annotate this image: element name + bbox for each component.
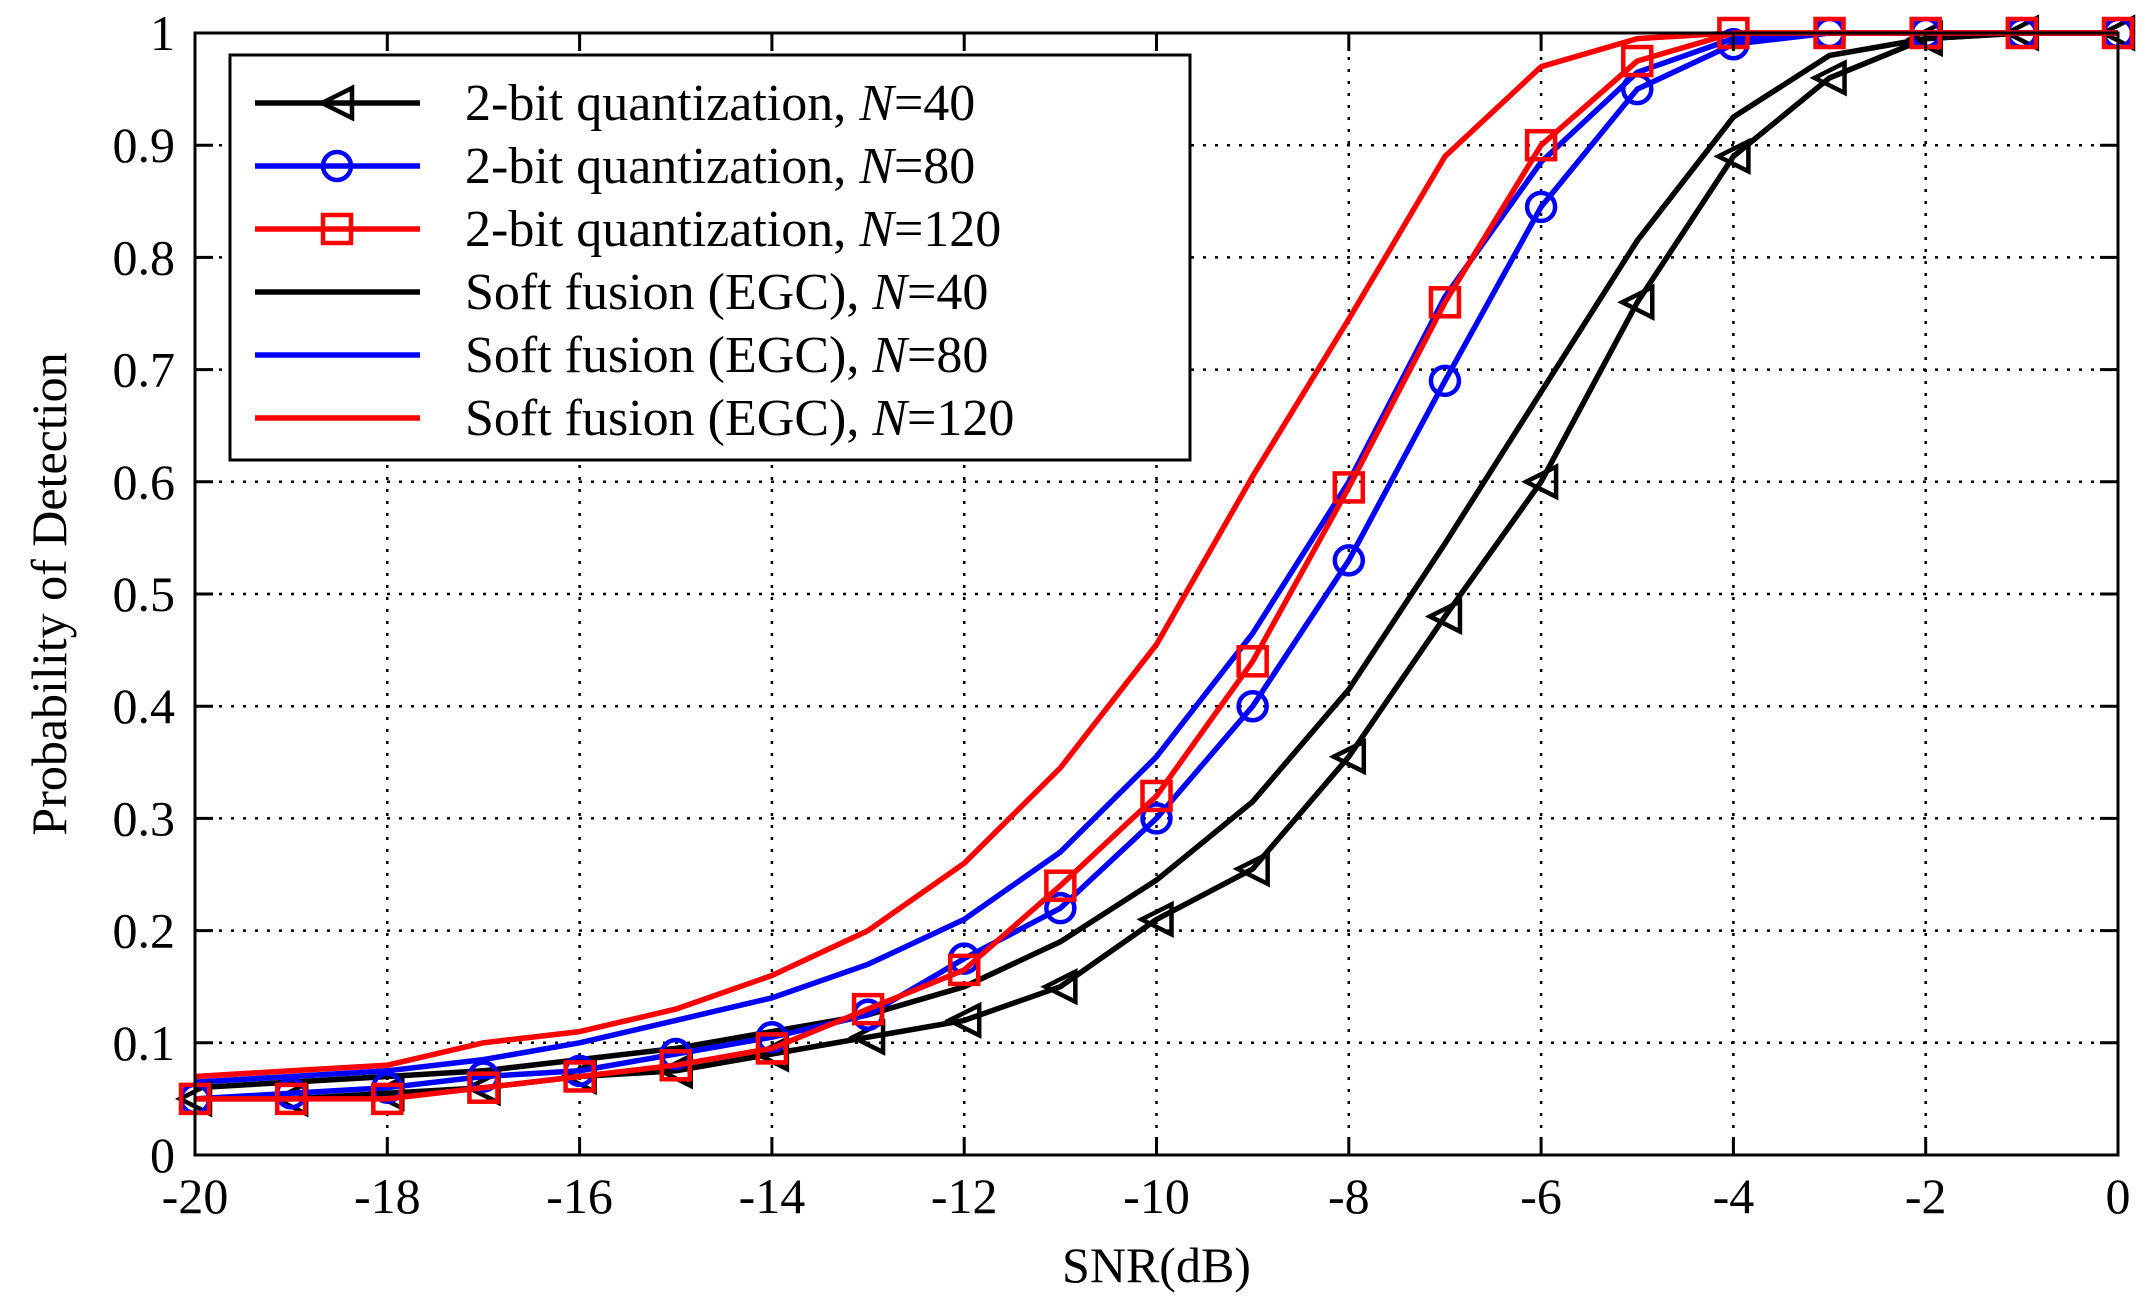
legend-entry: 2-bit quantization, N=40 <box>255 75 975 132</box>
x-tick-label: -8 <box>1328 1168 1370 1224</box>
legend-label: Soft fusion (EGC), N=80 <box>465 327 988 384</box>
plot-series <box>174 14 2136 1118</box>
data-point-marker <box>659 1048 692 1082</box>
data-point-marker <box>1428 286 1462 319</box>
data-point-marker <box>1140 779 1173 813</box>
x-tick-label: -6 <box>1520 1168 1562 1224</box>
data-point-marker <box>1044 891 1077 925</box>
legend-label: Soft fusion (EGC), N=120 <box>465 390 1014 447</box>
legend-entry: Soft fusion (EGC), N=120 <box>255 390 1014 447</box>
y-tick-label: 0.4 <box>113 678 176 734</box>
data-point-marker <box>1524 128 1558 162</box>
data-point-marker <box>1136 900 1174 939</box>
data-point-marker <box>1332 471 1366 504</box>
x-tick-label: -18 <box>354 1168 421 1224</box>
x-tick-label: 0 <box>2106 1168 2131 1224</box>
data-point-marker <box>1521 463 1559 501</box>
y-tick-label: 1 <box>150 5 175 61</box>
data-point-marker <box>755 1032 789 1065</box>
y-tick-label: 0 <box>150 1127 175 1183</box>
x-tick-label: -4 <box>1713 1168 1755 1224</box>
x-tick-label: -2 <box>1905 1168 1947 1224</box>
data-point-marker <box>1332 544 1366 577</box>
y-tick-label: 0.7 <box>113 342 176 398</box>
y-tick-label: 0.5 <box>113 566 176 622</box>
data-point-marker <box>316 84 355 122</box>
data-point-marker <box>1140 802 1173 835</box>
data-point-marker <box>1424 597 1463 636</box>
data-point-marker <box>1044 869 1077 902</box>
legend-box <box>228 53 1192 462</box>
legend-entry: 2-bit quantization, N=120 <box>255 201 1001 258</box>
y-tick-label: 0.2 <box>113 903 176 959</box>
data-point-marker <box>944 1001 982 1040</box>
series-line <box>194 30 2118 1102</box>
y-axis-label: Probability of Detection <box>21 352 77 835</box>
series-3 <box>194 30 2118 1091</box>
data-point-marker <box>371 1082 404 1116</box>
data-point-marker <box>563 1060 596 1093</box>
y-tick-label: 0.6 <box>113 454 176 510</box>
legend-label: 2-bit quantization, N=40 <box>465 75 975 132</box>
data-point-marker <box>467 1071 500 1104</box>
data-point-marker <box>1428 364 1462 398</box>
data-point-marker <box>1524 190 1558 224</box>
y-tick-label: 0.9 <box>113 117 176 173</box>
data-point-marker <box>1617 283 1655 321</box>
x-tick-label: -14 <box>739 1168 806 1224</box>
axes: -20 -18 -16 -14 -12 -10 -8 -6 -4 -2 000.10.20.30.4… <box>113 5 2131 1224</box>
x-tick-label: -10 <box>1123 1168 1190 1224</box>
legend-label: Soft fusion (EGC), N=40 <box>465 264 988 321</box>
y-tick-label: 0.1 <box>113 1015 176 1071</box>
data-point-marker <box>1236 645 1269 678</box>
x-tick-label: -20 <box>162 1168 229 1224</box>
data-point-marker <box>947 953 981 987</box>
x-tick-label: -16 <box>546 1168 613 1224</box>
series-line <box>194 30 2118 1091</box>
x-axis-label: SNR(dB) <box>1062 1237 1251 1293</box>
x-tick-label: -12 <box>931 1168 998 1224</box>
legend: 2-bit quantization, N=40 2-bit quantizati… <box>228 53 1192 462</box>
data-point-marker <box>1621 44 1654 78</box>
data-point-marker <box>1236 689 1269 723</box>
legend-entry: Soft fusion (EGC), N=80 <box>255 327 988 384</box>
data-point-marker <box>1040 968 1078 1006</box>
data-point-marker <box>320 212 354 246</box>
data-point-marker <box>1232 850 1270 888</box>
data-point-marker <box>1713 137 1751 176</box>
legend-entry: Soft fusion (EGC), N=40 <box>255 264 988 321</box>
y-tick-label: 0.8 <box>113 229 176 285</box>
legend-label: 2-bit quantization, N=80 <box>465 138 975 195</box>
data-point-marker <box>851 992 885 1026</box>
data-point-marker <box>320 149 354 183</box>
legend-entry: 2-bit quantization, N=80 <box>255 138 975 195</box>
data-point-marker <box>1328 738 1367 776</box>
data-point-marker <box>274 1082 308 1116</box>
y-tick-label: 0.3 <box>113 790 176 846</box>
data-point-marker <box>1809 59 1847 97</box>
legend-label: 2-bit quantization, N=120 <box>465 201 1001 258</box>
